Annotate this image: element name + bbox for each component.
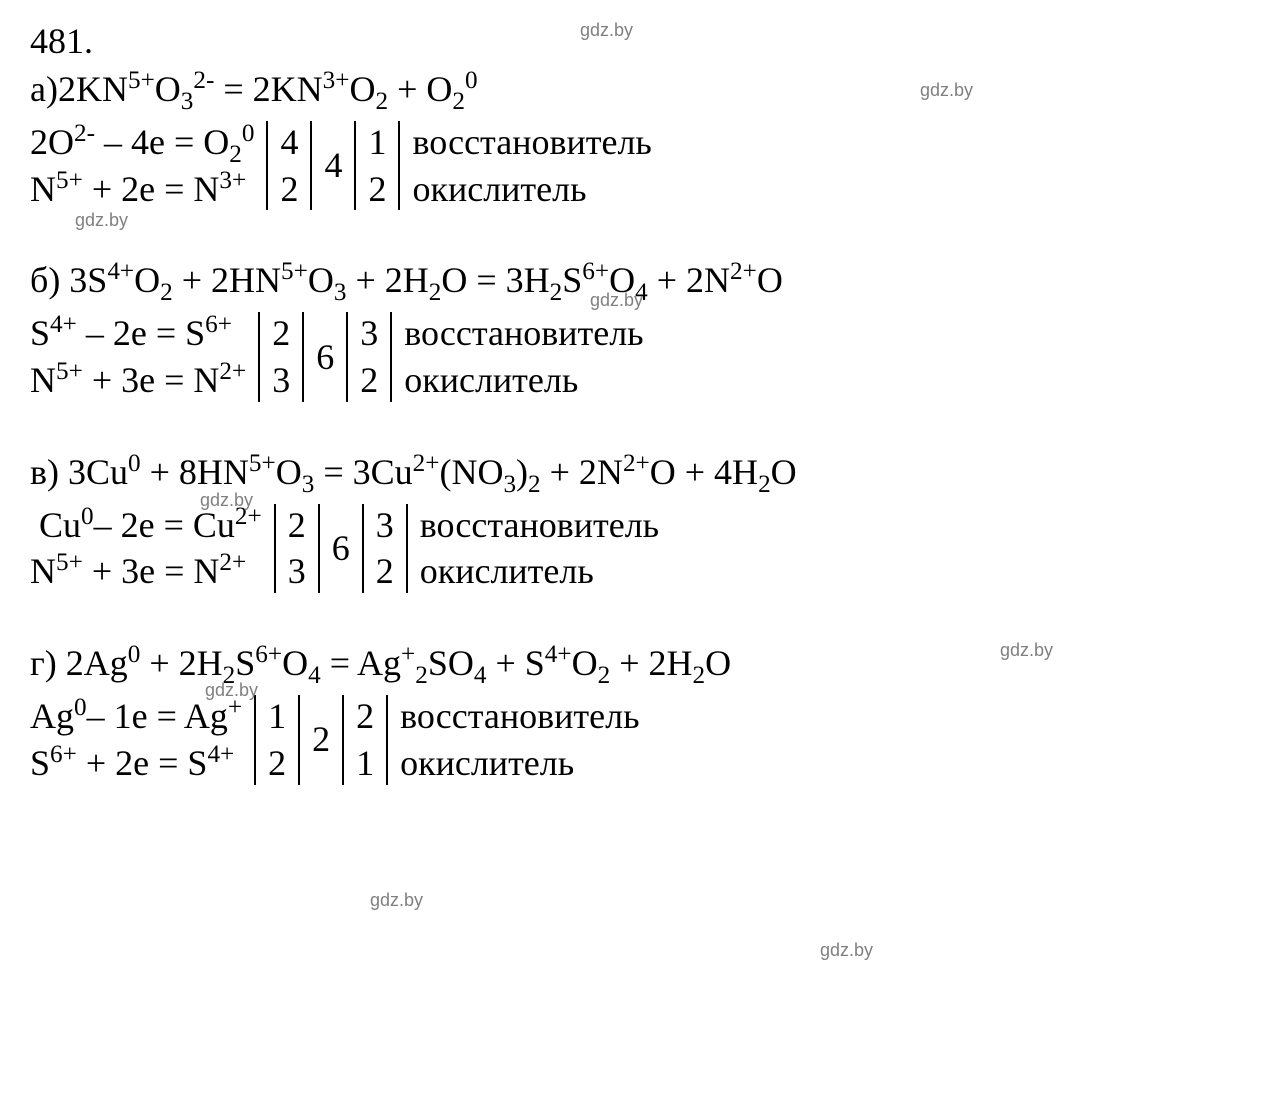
divider (310, 121, 312, 211)
watermark: gdz.by (820, 940, 873, 961)
half-reaction-c1: Cu0– 2e = Cu2+ (30, 502, 262, 549)
col-3-c: 3 2 (376, 502, 394, 596)
cell-a-3-1: 1 (368, 119, 386, 166)
labels-d: восстановитель окислитель (400, 693, 639, 787)
cell-b-3-1: 3 (360, 310, 378, 357)
half-reaction-b1: S4+ – 2e = S6+ (30, 310, 246, 357)
watermark: gdz.by (370, 890, 423, 911)
cell-c-3-1: 3 (376, 502, 394, 549)
half-reaction-d2: S6+ + 2e = S4+ (30, 740, 242, 787)
col-3-a: 1 2 (368, 119, 386, 213)
half-reaction-a2: N5+ + 2e = N3+ (30, 166, 254, 213)
subproblem-c: в) 3Cu0 + 8HN5+O3 = 3Cu2+(NO3)2 + 2N2+O … (30, 449, 1235, 595)
label-d-1: восстановитель (400, 693, 639, 740)
cell-d-1-2: 2 (268, 740, 286, 787)
label-c-1: восстановитель (420, 502, 659, 549)
labels-b: восстановитель окислитель (404, 310, 643, 404)
col-lcm-b: 6 (316, 310, 334, 404)
divider (258, 312, 260, 402)
problem-number: 481. (30, 20, 1235, 62)
label-c-2: окислитель (420, 548, 659, 595)
half-reaction-c2: N5+ + 3e = N2+ (30, 548, 262, 595)
label-a-2: окислитель (412, 166, 651, 213)
divider (342, 695, 344, 785)
cell-c-1-2: 3 (288, 548, 306, 595)
col-lcm-a: 4 (324, 119, 342, 213)
label-a-1: восстановитель (412, 119, 651, 166)
divider (406, 504, 408, 594)
divider (266, 121, 268, 211)
cell-c-lcm: 6 (332, 525, 350, 572)
cell-a-3-2: 2 (368, 166, 386, 213)
half-reactions-c: Cu0– 2e = Cu2+ N5+ + 3e = N2+ (30, 502, 262, 596)
divider (254, 695, 256, 785)
col-lcm-d: 2 (312, 693, 330, 787)
cell-d-3-2: 1 (356, 740, 374, 787)
cell-a-lcm: 4 (324, 142, 342, 189)
col-1-a: 4 2 (280, 119, 298, 213)
cell-a-1-2: 2 (280, 166, 298, 213)
subproblem-d: г) 2Ag0 + 2H2S6+O4 = Ag+2SO4 + S4+O2 + 2… (30, 640, 1235, 786)
labels-a: восстановитель окислитель (412, 119, 651, 213)
label-b-2: окислитель (404, 357, 643, 404)
cell-b-1-2: 3 (272, 357, 290, 404)
label-b-1: восстановитель (404, 310, 643, 357)
subproblem-a: а)2KN5+O32- = 2KN3+O2 + O20 2O2- – 4e = … (30, 66, 1235, 212)
divider (386, 695, 388, 785)
balance-table-d: Ag0– 1e = Ag+ S6+ + 2e = S4+ 1 2 2 2 1 в… (30, 693, 1235, 787)
cell-b-1-1: 2 (272, 310, 290, 357)
half-reaction-b2: N5+ + 3e = N2+ (30, 357, 246, 404)
cell-d-1-1: 1 (268, 693, 286, 740)
divider (274, 504, 276, 594)
col-1-c: 2 3 (288, 502, 306, 596)
cell-b-lcm: 6 (316, 334, 334, 381)
equation-b: б) 3S4+O2 + 2HN5+O3 + 2H2O = 3H2S6+O4 + … (30, 257, 1235, 304)
equation-c: в) 3Cu0 + 8HN5+O3 = 3Cu2+(NO3)2 + 2N2+O … (30, 449, 1235, 496)
cell-b-3-2: 2 (360, 357, 378, 404)
cell-d-3-1: 2 (356, 693, 374, 740)
balance-table-a: 2O2- – 4e = O20 N5+ + 2e = N3+ 4 2 4 1 2… (30, 119, 1235, 213)
divider (302, 312, 304, 402)
equation-a: а)2KN5+O32- = 2KN3+O2 + O20 (30, 66, 1235, 113)
col-1-d: 1 2 (268, 693, 286, 787)
label-d-2: окислитель (400, 740, 639, 787)
col-3-d: 2 1 (356, 693, 374, 787)
half-reaction-d1: Ag0– 1e = Ag+ (30, 693, 242, 740)
subproblem-b: б) 3S4+O2 + 2HN5+O3 + 2H2O = 3H2S6+O4 + … (30, 257, 1235, 403)
cell-c-3-2: 2 (376, 548, 394, 595)
divider (346, 312, 348, 402)
problem-container: 481. а)2KN5+O32- = 2KN3+O2 + O20 2O2- – … (30, 20, 1235, 787)
half-reaction-a1: 2O2- – 4e = O20 (30, 119, 254, 166)
labels-c: восстановитель окислитель (420, 502, 659, 596)
cell-a-1-1: 4 (280, 119, 298, 166)
col-lcm-c: 6 (332, 502, 350, 596)
divider (390, 312, 392, 402)
half-reactions-b: S4+ – 2e = S6+ N5+ + 3e = N2+ (30, 310, 246, 404)
divider (362, 504, 364, 594)
col-1-b: 2 3 (272, 310, 290, 404)
divider (318, 504, 320, 594)
cell-d-lcm: 2 (312, 716, 330, 763)
equation-d: г) 2Ag0 + 2H2S6+O4 = Ag+2SO4 + S4+O2 + 2… (30, 640, 1235, 687)
balance-table-b: S4+ – 2e = S6+ N5+ + 3e = N2+ 2 3 6 3 2 … (30, 310, 1235, 404)
divider (398, 121, 400, 211)
divider (354, 121, 356, 211)
divider (298, 695, 300, 785)
balance-table-c: Cu0– 2e = Cu2+ N5+ + 3e = N2+ 2 3 6 3 2 … (30, 502, 1235, 596)
col-3-b: 3 2 (360, 310, 378, 404)
half-reactions-a: 2O2- – 4e = O20 N5+ + 2e = N3+ (30, 119, 254, 213)
cell-c-1-1: 2 (288, 502, 306, 549)
half-reactions-d: Ag0– 1e = Ag+ S6+ + 2e = S4+ (30, 693, 242, 787)
